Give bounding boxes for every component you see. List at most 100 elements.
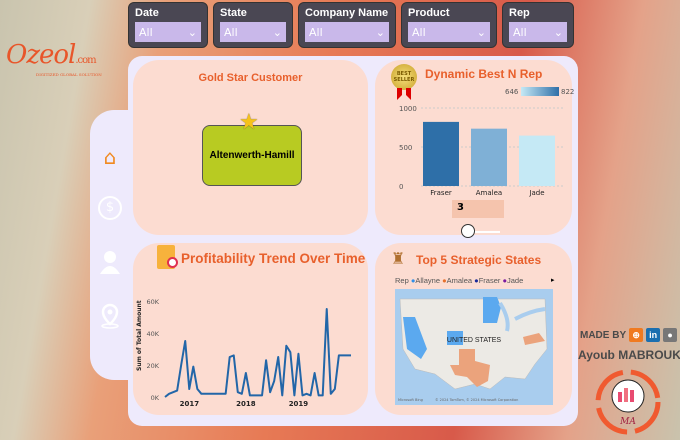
profit-line (164, 308, 351, 398)
legend-label: Fraser (478, 276, 501, 285)
map-attribution: © 2024 TomTom, © 2024 Microsoft Corporat… (435, 398, 518, 402)
website-icon[interactable]: ⊕ (629, 328, 644, 343)
filter-label: Company Name (305, 7, 389, 19)
x-tick-label: Fraser (430, 189, 452, 197)
legend-item[interactable]: ●Allayne (411, 276, 440, 285)
bar-chart: 0 500 1000 Fraser Amalea Jade (399, 105, 565, 197)
filter-company-name: Company Name All ⌄ (298, 2, 396, 48)
y-tick-label: 0K (151, 394, 160, 402)
map-label: UNITED STATES (447, 337, 502, 344)
state-colorado[interactable] (447, 331, 463, 345)
map-legend: Rep ●Allayne ●Amalea ●Fraser ●Jade (395, 276, 523, 285)
chevron-down-icon: ⌄ (476, 25, 486, 39)
legend-item[interactable]: ●Amalea (442, 276, 472, 285)
us-map[interactable]: UNITED STATES Microsoft Bing © 2024 TomT… (395, 289, 553, 405)
money-icon[interactable]: $ (98, 196, 122, 220)
legend-label: Allayne (415, 276, 440, 285)
bar-jade (519, 135, 555, 186)
x-tick-label: Amalea (476, 189, 502, 197)
filter-value: All (139, 25, 153, 39)
filter-date: Date All ⌄ (128, 2, 208, 48)
filter-state: State All ⌄ (213, 2, 293, 48)
best-seller-badge-icon: BEST SELLER (391, 64, 417, 90)
legend-dot: ● (442, 276, 447, 285)
chevron-down-icon: ⌄ (375, 25, 385, 39)
x-tick-label: 2017 (180, 400, 200, 408)
y-tick-label: 20K (146, 362, 159, 370)
logo-suffix: .com (75, 55, 96, 66)
map-ms-label: Microsoft Bing (398, 398, 423, 402)
filter-bar: Date All ⌄ State All ⌄ Company Name All ⌄ Prod… (128, 2, 574, 48)
legend-max: 822 (561, 88, 575, 96)
filter-label: Date (135, 7, 159, 19)
filter-value: All (513, 25, 527, 39)
logo-text: Ozeol (6, 40, 76, 70)
star-icon: ★ (239, 110, 259, 135)
profitability-card: Profitability Trend Over Time 0K 20K 40K 60… (133, 243, 368, 415)
user-icon[interactable] (98, 250, 122, 274)
card-title: Top 5 Strategic States (416, 253, 542, 267)
legend-dot: ● (502, 276, 507, 285)
legend-dot: ● (410, 276, 416, 285)
slider-handle[interactable] (461, 224, 475, 238)
filter-label: Rep (509, 7, 530, 19)
legend-label: Amalea (446, 276, 473, 285)
x-tick-label: 2019 (289, 400, 309, 408)
filter-label: State (220, 7, 247, 19)
legend-item[interactable]: ●Fraser (474, 276, 500, 285)
y-tick-label: 1000 (399, 105, 417, 113)
legend-item[interactable]: ●Jade (502, 276, 523, 285)
bar-amalea (471, 128, 507, 186)
chevron-down-icon: ⌄ (272, 25, 282, 39)
filter-dropdown[interactable]: All ⌄ (509, 22, 567, 42)
state-virginia[interactable] (523, 333, 545, 345)
y-axis-label: Sum of Total Amount (136, 300, 143, 371)
logo-tagline: DIGITIZED GLOBAL SOLUTION (36, 72, 102, 77)
monogram: MA (619, 417, 636, 427)
clock-icon (167, 257, 178, 268)
state-minnesota[interactable] (483, 297, 501, 323)
customer-name: Altenwerth-Hamill (209, 150, 295, 161)
chevron-down-icon: ⌄ (187, 25, 197, 39)
y-tick-label: 40K (146, 330, 159, 338)
y-tick-label: 500 (399, 144, 412, 152)
legend-min: 646 (505, 88, 519, 96)
badge-text: BEST SELLER (393, 71, 415, 83)
card-title: Gold Star Customer (198, 72, 303, 84)
best-rep-card: BEST SELLER Dynamic Best N Rep 646 822 0… (375, 60, 575, 238)
states-card: ♜ Top 5 Strategic States Rep ●Allayne ●A… (375, 243, 572, 415)
location-pin-icon[interactable] (98, 303, 122, 329)
github-icon[interactable]: ● (663, 328, 678, 343)
top-n-value: 3 (452, 200, 504, 218)
color-scale-legend (521, 87, 559, 96)
state-texas[interactable] (450, 349, 490, 387)
bar-fraser (423, 121, 459, 186)
filter-dropdown[interactable]: All ⌄ (135, 22, 201, 42)
filter-value: All (224, 25, 238, 39)
home-icon[interactable]: ⌂ (103, 145, 117, 169)
filter-dropdown[interactable]: All ⌄ (408, 22, 490, 42)
card-title: Dynamic Best N Rep (425, 67, 543, 81)
chess-hand-icon: ♜ (391, 249, 406, 268)
made-by-label: MADE BY (580, 330, 627, 341)
customer-box: Altenwerth-Hamill (202, 125, 302, 186)
filter-value: All (309, 25, 323, 39)
x-tick-label: 2018 (236, 400, 256, 408)
chevron-down-icon: ⌄ (553, 25, 563, 39)
y-tick-label: 60K (146, 298, 159, 306)
ozeol-logo: Ozeol.com DIGITIZED GLOBAL SOLUTION (6, 40, 102, 77)
x-tick-label: Jade (528, 189, 544, 197)
linkedin-icon[interactable]: in (646, 328, 661, 343)
y-tick-label: 0 (399, 183, 403, 191)
legend-next-icon[interactable]: ▸ (551, 276, 555, 284)
ribbon-icon (397, 88, 411, 100)
card-title: Profitability Trend Over Time (181, 251, 366, 266)
slider-value: 3 (457, 202, 464, 213)
filter-dropdown[interactable]: All ⌄ (305, 22, 389, 42)
filter-dropdown[interactable]: All ⌄ (220, 22, 286, 42)
state-california[interactable] (403, 317, 427, 359)
gold-star-card: Gold Star Customer Altenwerth-Hamill ★ (133, 60, 368, 235)
slider-track[interactable] (470, 231, 500, 233)
filter-label: Product (408, 7, 450, 19)
